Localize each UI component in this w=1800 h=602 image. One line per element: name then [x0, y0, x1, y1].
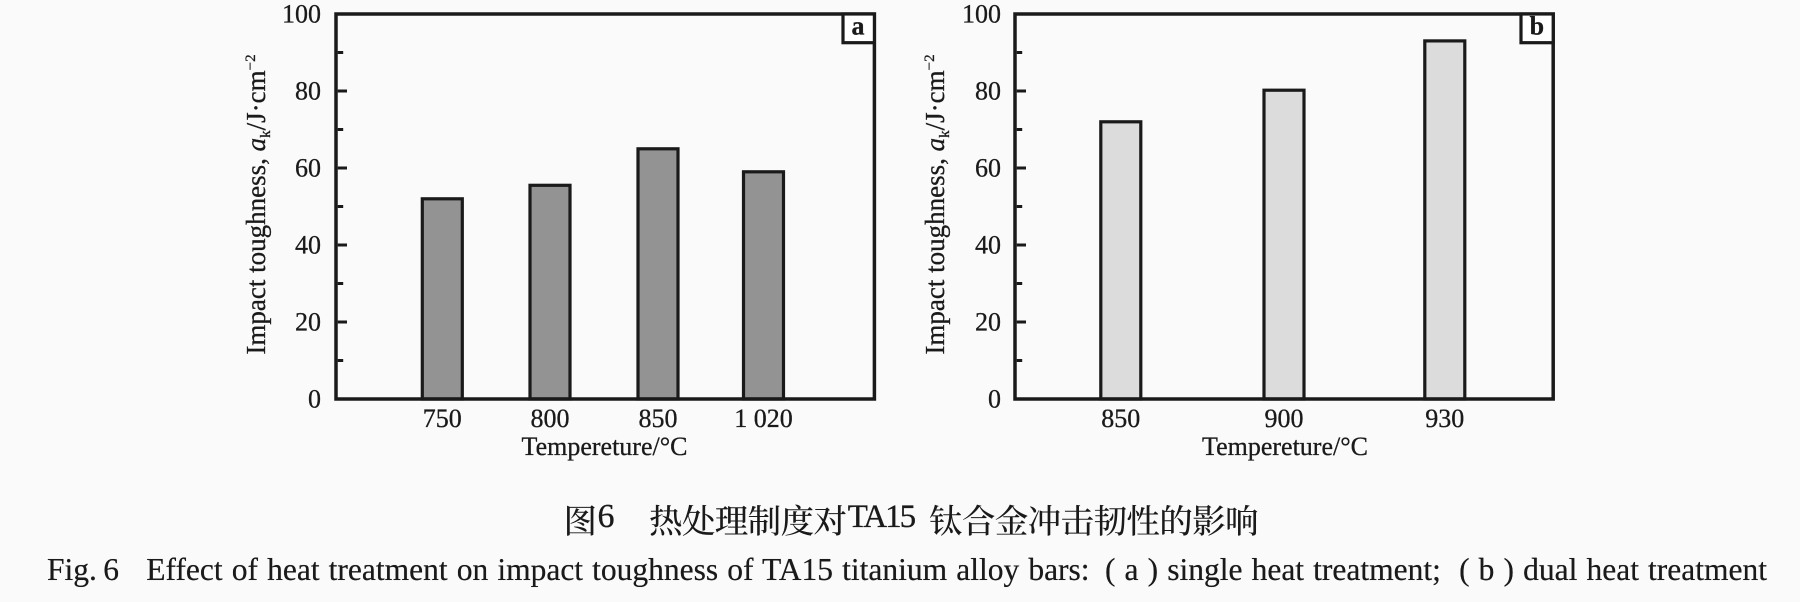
svg-text:0: 0: [308, 385, 321, 414]
svg-text:100: 100: [282, 0, 321, 29]
svg-text:20: 20: [295, 308, 321, 337]
svg-text:850: 850: [1101, 404, 1140, 433]
svg-text:0: 0: [988, 385, 1001, 414]
svg-text:850: 850: [639, 404, 678, 433]
svg-text:Impact toughness, ak/J·cm−2: Impact toughness, ak/J·cm−2: [920, 54, 953, 354]
svg-text:a: a: [852, 11, 865, 40]
svg-text:930: 930: [1425, 404, 1464, 433]
svg-text:80: 80: [975, 77, 1001, 106]
svg-text:TA15: TA15: [848, 499, 916, 535]
svg-text:6: 6: [598, 498, 615, 535]
svg-text:40: 40: [295, 231, 321, 260]
svg-text:900: 900: [1265, 404, 1304, 433]
svg-text:b: b: [1530, 11, 1544, 40]
svg-text:60: 60: [295, 154, 321, 183]
svg-text:Tempereture/°C: Tempereture/°C: [522, 432, 688, 461]
svg-text:Impact toughness, ak/J·cm−2: Impact toughness, ak/J·cm−2: [241, 54, 274, 354]
svg-text:40: 40: [975, 231, 1001, 260]
svg-text:80: 80: [295, 77, 321, 106]
svg-text:Tempereture/°C: Tempereture/°C: [1202, 432, 1368, 461]
svg-text:1 020: 1 020: [734, 404, 793, 433]
svg-text:800: 800: [531, 404, 570, 433]
svg-text:100: 100: [962, 0, 1001, 29]
svg-text:60: 60: [975, 154, 1001, 183]
svg-text:20: 20: [975, 308, 1001, 337]
svg-text:750: 750: [423, 404, 462, 433]
